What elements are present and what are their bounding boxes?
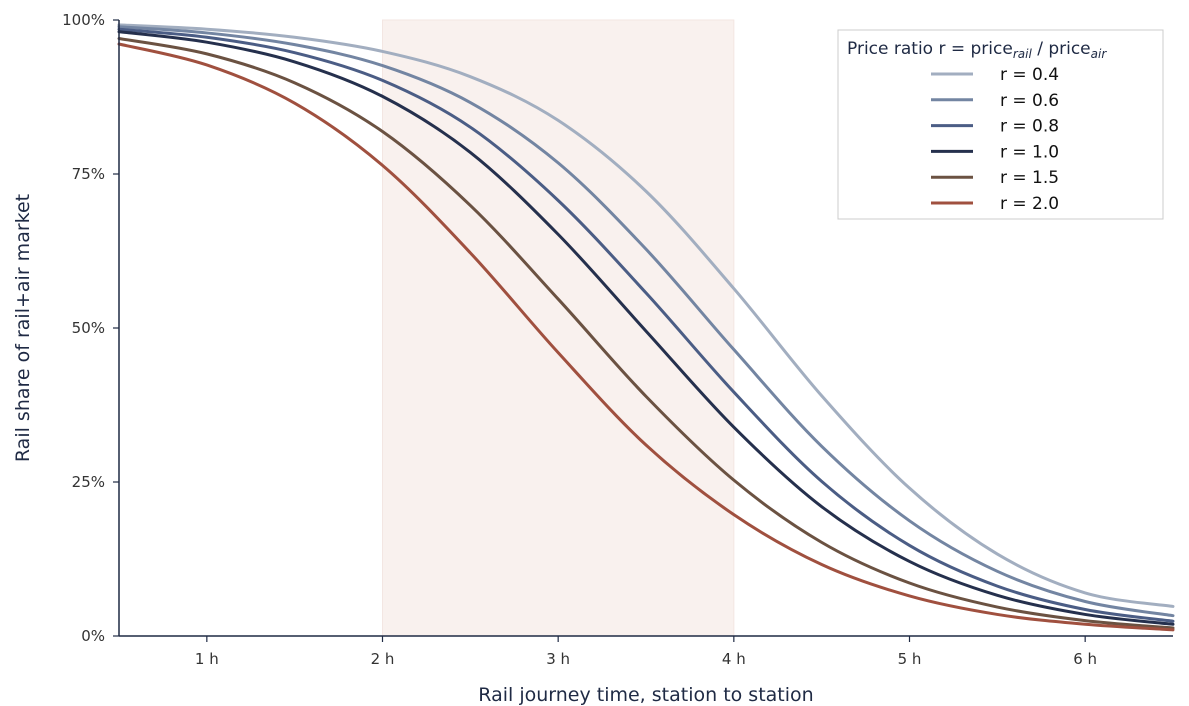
x-tick-label: 2 h — [371, 650, 395, 668]
legend-label-5: r = 2.0 — [1000, 194, 1059, 214]
legend-label-3: r = 1.0 — [1000, 142, 1059, 162]
legend-title-mid: / price — [1032, 39, 1091, 59]
legend: Price ratio r = pricerail / priceair r =… — [837, 29, 1164, 220]
y-tick-label: 75% — [72, 165, 105, 183]
legend-title-main: Price ratio r = price — [847, 39, 1013, 59]
legend-label-4: r = 1.5 — [1000, 168, 1059, 188]
legend-items: r = 0.4 r = 0.6 r = 0.8 r = 1.0 r = 1.5 r = 2… — [931, 65, 1059, 214]
x-tick-label: 1 h — [195, 650, 219, 668]
series-line-1 — [117, 25, 1175, 618]
y-ticks: 0% 25% 50% 75% 100% — [62, 11, 119, 645]
y-tick-label: 25% — [72, 473, 105, 491]
series-line-5 — [117, 42, 1175, 632]
series-line-2 — [117, 27, 1175, 623]
x-axis-title: Rail journey time, station to station — [478, 684, 813, 706]
series-layer — [117, 23, 1175, 632]
series-line-4 — [117, 36, 1175, 630]
shaded-band — [382, 19, 735, 637]
series-line-0 — [117, 23, 1175, 608]
x-ticks: 1 h 2 h 3 h 4 h 5 h 6 h — [195, 636, 1097, 668]
y-axis-title: Rail share of rail+air market — [12, 194, 34, 462]
x-tick-label: 4 h — [722, 650, 746, 668]
legend-label-0: r = 0.4 — [1000, 65, 1059, 85]
legend-title: Price ratio r = pricerail / priceair — [847, 39, 1107, 61]
y-tick-label: 100% — [62, 11, 105, 29]
series-line-3 — [117, 30, 1175, 626]
legend-label-2: r = 0.8 — [1000, 117, 1059, 137]
y-tick-label: 50% — [72, 319, 105, 337]
x-tick-label: 6 h — [1073, 650, 1097, 668]
legend-title-sub-rail: rail — [1013, 47, 1033, 61]
x-tick-label: 3 h — [546, 650, 570, 668]
x-tick-label: 5 h — [898, 650, 922, 668]
legend-box — [837, 29, 1164, 220]
legend-title-sub-air: air — [1091, 47, 1108, 61]
y-tick-label: 0% — [81, 627, 105, 645]
legend-label-1: r = 0.6 — [1000, 91, 1059, 111]
